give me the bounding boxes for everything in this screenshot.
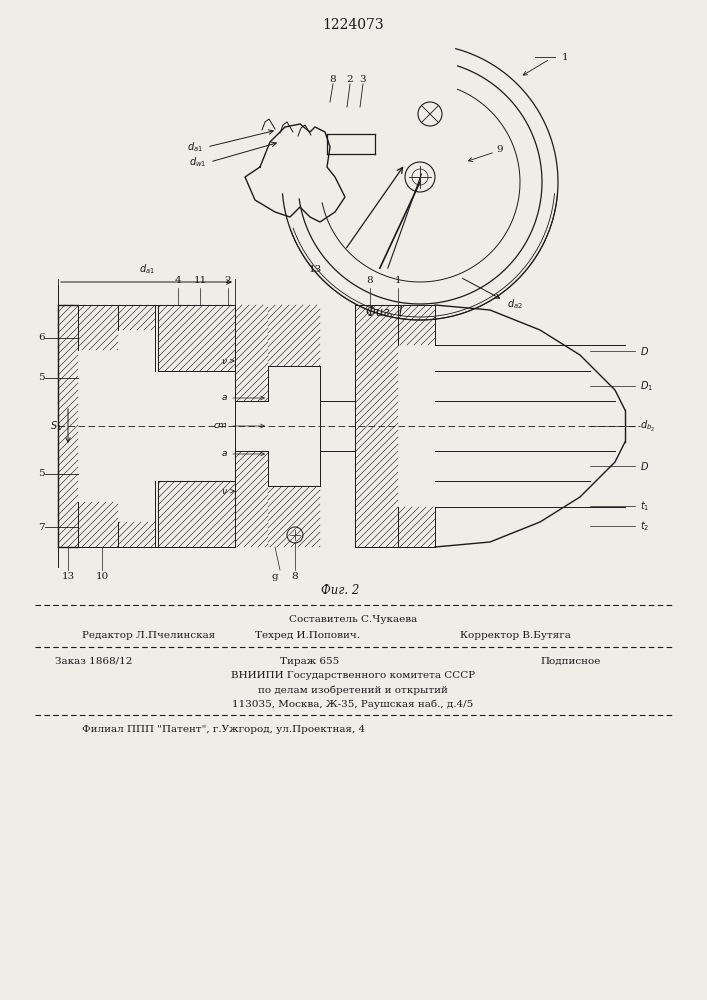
Text: 2: 2 [346,76,354,85]
Text: ВНИИПИ Государственного комитета СССР: ВНИИПИ Государственного комитета СССР [231,672,475,680]
Text: $\nu$: $\nu$ [221,357,228,365]
Text: 8: 8 [292,572,298,581]
Text: Редактор Л.Пчелинская: Редактор Л.Пчелинская [82,631,215,640]
Text: по делам изобретений и открытий: по делам изобретений и открытий [258,685,448,695]
Text: $D$: $D$ [640,460,649,472]
Text: $d_{b_2}$: $d_{b_2}$ [640,418,655,434]
Text: $cm$: $cm$ [213,422,228,430]
Text: $S_1$: $S_1$ [50,419,62,433]
Text: $t_1$: $t_1$ [640,499,650,513]
Text: $t_2$: $t_2$ [640,519,649,533]
Text: Техред И.Попович.: Техред И.Попович. [255,631,360,640]
Text: Подписное: Подписное [540,656,600,666]
Text: $D_1$: $D_1$ [640,379,653,393]
Text: 7: 7 [38,522,45,532]
Text: 13: 13 [308,265,322,274]
Text: Тираж 655: Тираж 655 [281,656,339,666]
Text: Корректор В.Бутяга: Корректор В.Бутяга [460,631,571,640]
Text: 8: 8 [329,76,337,85]
Text: 9: 9 [497,145,503,154]
Text: $d_{a1}$: $d_{a1}$ [139,262,155,276]
Text: $a$: $a$ [221,393,228,402]
Text: 1: 1 [561,52,568,62]
Text: 5: 5 [38,470,45,479]
Text: 2: 2 [225,276,231,285]
Text: 1224073: 1224073 [322,18,384,32]
Text: 13: 13 [62,572,75,581]
Text: Фиг. 1: Фиг. 1 [366,306,404,318]
Text: Составитель С.Чукаева: Составитель С.Чукаева [289,614,417,624]
Text: 113035, Москва, Ж-35, Раушская наб., д.4/5: 113035, Москва, Ж-35, Раушская наб., д.4… [233,699,474,709]
Text: $a$: $a$ [221,450,228,458]
Text: $D$: $D$ [640,345,649,357]
Text: 4: 4 [175,276,181,285]
Text: $\nu$: $\nu$ [221,487,228,495]
Text: 5: 5 [38,373,45,382]
Text: $d_{a1}$: $d_{a1}$ [187,140,203,154]
Text: g: g [271,572,279,581]
Text: Заказ 1868/12: Заказ 1868/12 [55,656,132,666]
Text: 3: 3 [360,76,366,85]
Text: Фиг. 2: Фиг. 2 [321,584,359,596]
Text: 10: 10 [95,572,109,581]
Text: 6: 6 [38,334,45,342]
Text: 8: 8 [367,276,373,285]
Text: 11: 11 [194,276,206,285]
Text: $d_{a2}$: $d_{a2}$ [507,297,523,311]
Text: 1: 1 [395,276,402,285]
Text: Филиал ППП "Патент", г.Ужгород, ул.Проектная, 4: Филиал ППП "Патент", г.Ужгород, ул.Проек… [82,726,365,734]
Text: $d_{w1}$: $d_{w1}$ [189,155,206,169]
